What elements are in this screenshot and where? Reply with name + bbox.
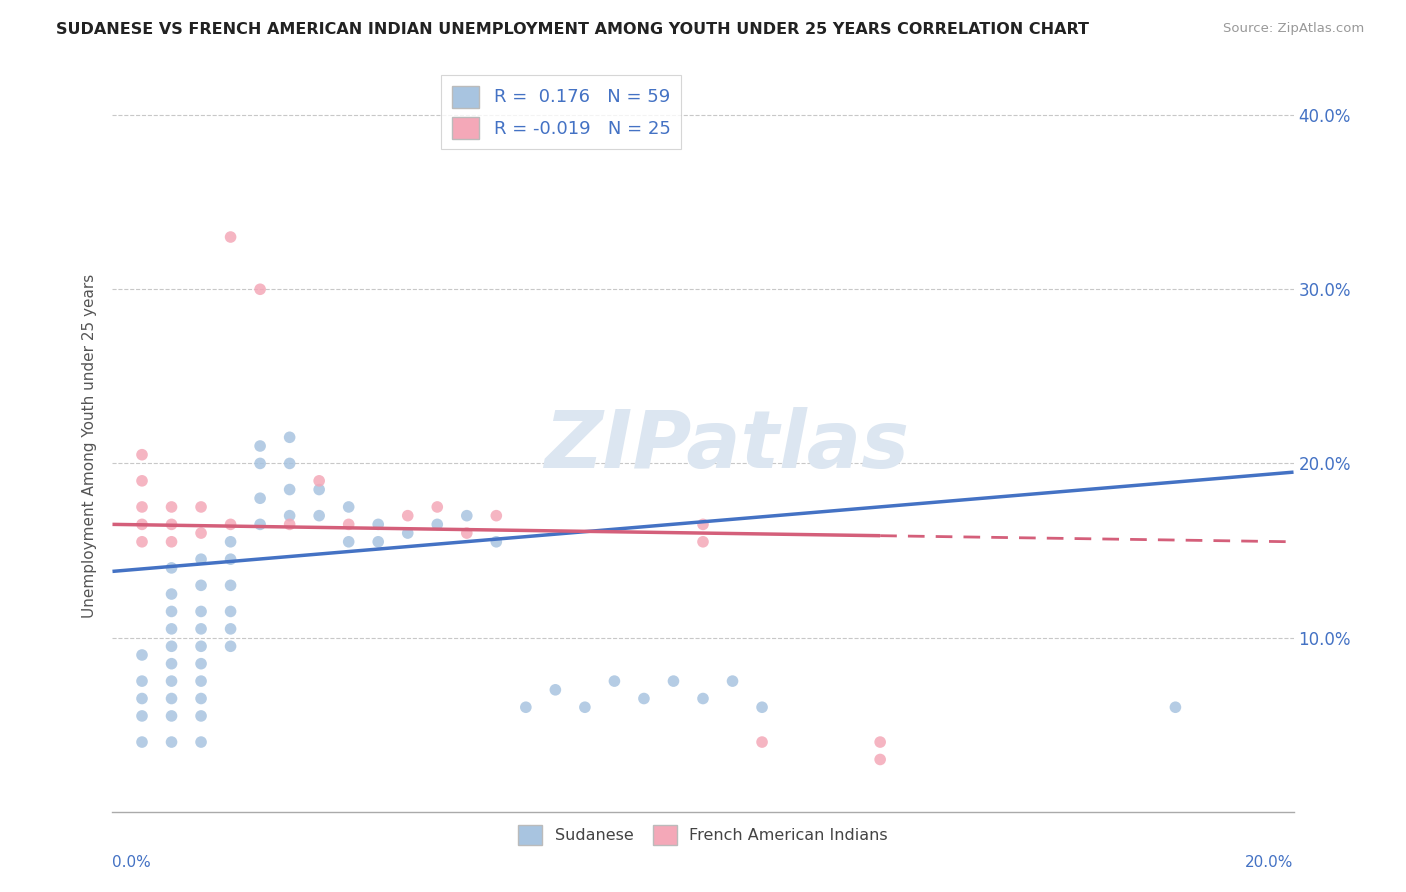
Point xyxy=(131,674,153,689)
Point xyxy=(190,500,212,514)
Point xyxy=(249,517,271,532)
Point xyxy=(308,474,330,488)
Point xyxy=(190,526,212,541)
Point xyxy=(396,508,419,523)
Point xyxy=(278,457,301,471)
Point xyxy=(160,640,183,654)
Point xyxy=(485,508,508,523)
Point xyxy=(603,674,626,689)
Point xyxy=(278,517,301,532)
Point xyxy=(249,282,271,296)
Point xyxy=(249,439,271,453)
Point xyxy=(396,526,419,541)
Text: 0.0%: 0.0% xyxy=(112,855,152,871)
Point xyxy=(160,561,183,575)
Point xyxy=(190,674,212,689)
Point xyxy=(751,700,773,714)
Point xyxy=(131,474,153,488)
Point xyxy=(367,534,389,549)
Point xyxy=(337,500,360,514)
Point xyxy=(219,534,242,549)
Point xyxy=(160,500,183,514)
Point xyxy=(131,648,153,662)
Point xyxy=(131,709,153,723)
Point xyxy=(131,448,153,462)
Point xyxy=(219,604,242,618)
Point xyxy=(485,534,508,549)
Point xyxy=(337,517,360,532)
Point xyxy=(219,230,242,244)
Point xyxy=(160,674,183,689)
Y-axis label: Unemployment Among Youth under 25 years: Unemployment Among Youth under 25 years xyxy=(82,274,97,618)
Point xyxy=(190,657,212,671)
Point xyxy=(219,622,242,636)
Text: 20.0%: 20.0% xyxy=(1246,855,1294,871)
Point xyxy=(692,534,714,549)
Point xyxy=(1164,700,1187,714)
Point xyxy=(190,552,212,566)
Point xyxy=(190,640,212,654)
Point xyxy=(278,430,301,444)
Point xyxy=(456,526,478,541)
Point xyxy=(426,517,449,532)
Point xyxy=(190,691,212,706)
Point xyxy=(160,691,183,706)
Point xyxy=(219,552,242,566)
Point xyxy=(426,500,449,514)
Point xyxy=(160,735,183,749)
Point xyxy=(869,735,891,749)
Point xyxy=(131,500,153,514)
Point xyxy=(692,517,714,532)
Point xyxy=(337,534,360,549)
Point xyxy=(160,622,183,636)
Point xyxy=(692,691,714,706)
Text: SUDANESE VS FRENCH AMERICAN INDIAN UNEMPLOYMENT AMONG YOUTH UNDER 25 YEARS CORRE: SUDANESE VS FRENCH AMERICAN INDIAN UNEMP… xyxy=(56,22,1090,37)
Point xyxy=(131,534,153,549)
Point xyxy=(456,508,478,523)
Point xyxy=(160,517,183,532)
Point xyxy=(308,483,330,497)
Point xyxy=(160,657,183,671)
Point xyxy=(131,517,153,532)
Point xyxy=(869,752,891,766)
Legend: Sudanese, French American Indians: Sudanese, French American Indians xyxy=(512,819,894,851)
Point xyxy=(544,682,567,697)
Point xyxy=(219,640,242,654)
Point xyxy=(160,604,183,618)
Point xyxy=(190,709,212,723)
Point xyxy=(751,735,773,749)
Point xyxy=(249,491,271,506)
Point xyxy=(662,674,685,689)
Point xyxy=(249,457,271,471)
Point xyxy=(367,517,389,532)
Point xyxy=(219,517,242,532)
Point xyxy=(190,578,212,592)
Point xyxy=(574,700,596,714)
Point xyxy=(160,709,183,723)
Point xyxy=(219,578,242,592)
Point xyxy=(190,604,212,618)
Point xyxy=(633,691,655,706)
Point xyxy=(278,508,301,523)
Point xyxy=(190,622,212,636)
Point xyxy=(131,735,153,749)
Text: ZIPatlas: ZIPatlas xyxy=(544,407,910,485)
Point xyxy=(721,674,744,689)
Point xyxy=(160,587,183,601)
Point xyxy=(190,735,212,749)
Point xyxy=(160,534,183,549)
Point xyxy=(515,700,537,714)
Point xyxy=(278,483,301,497)
Point xyxy=(308,508,330,523)
Text: Source: ZipAtlas.com: Source: ZipAtlas.com xyxy=(1223,22,1364,36)
Point xyxy=(131,691,153,706)
